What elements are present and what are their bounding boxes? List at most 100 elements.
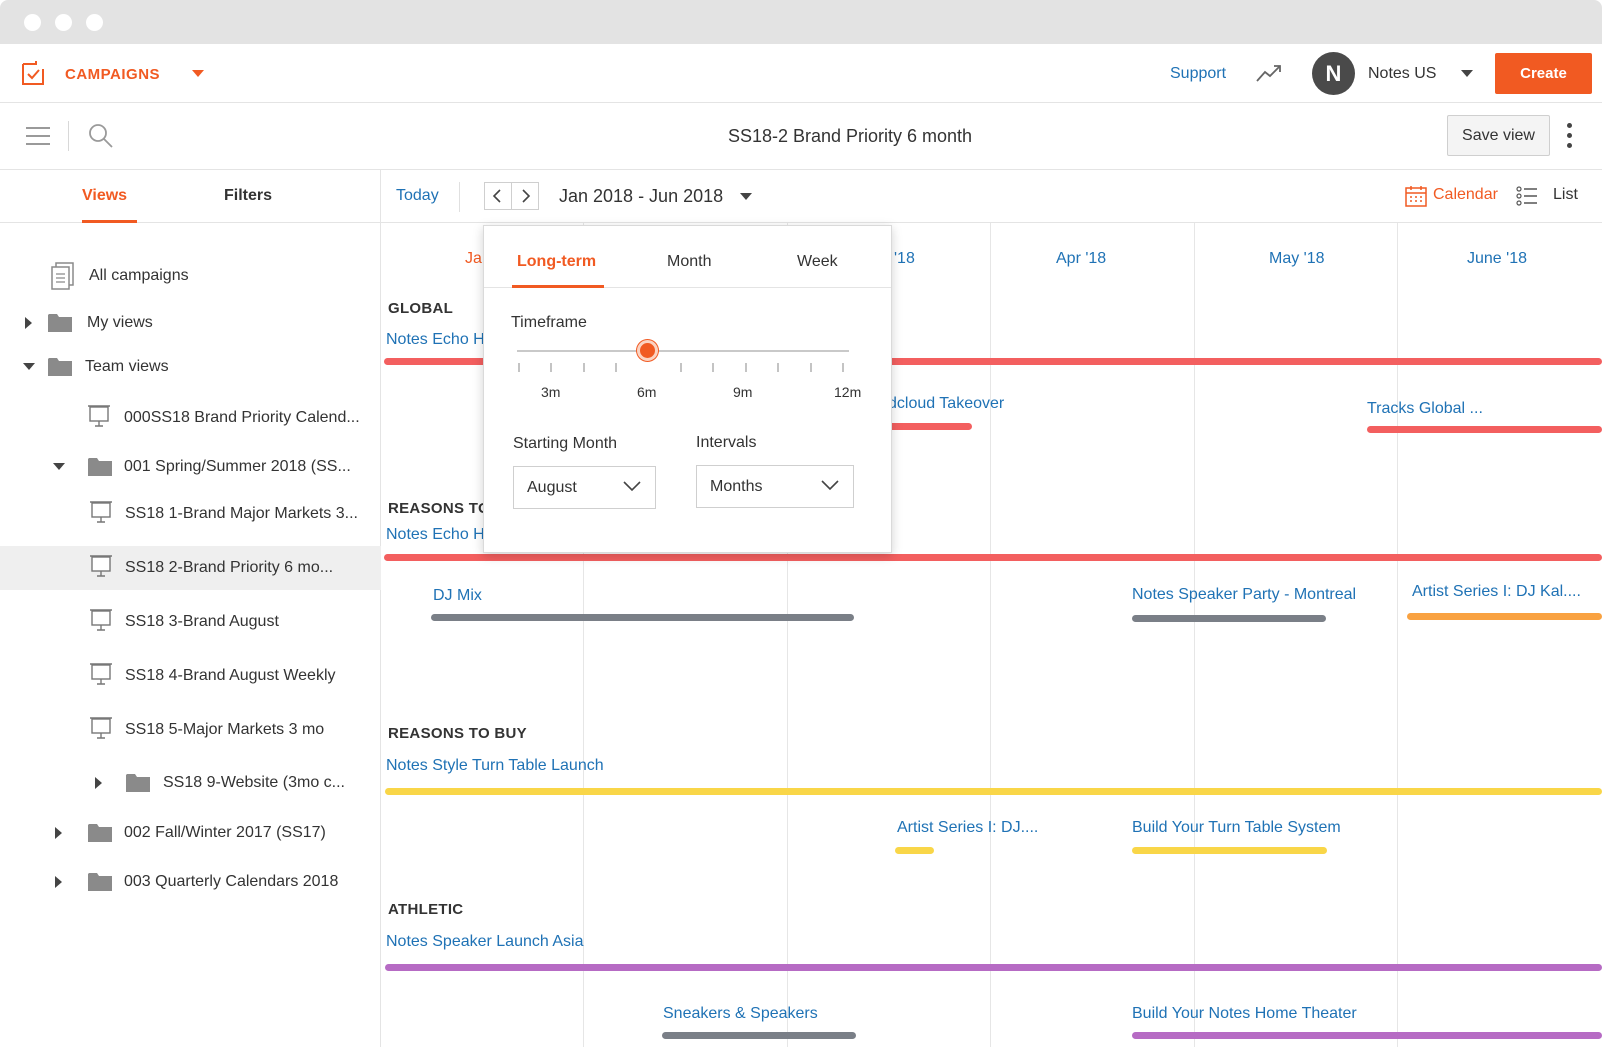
event-bar-home-theater[interactable]	[1132, 1032, 1602, 1039]
window-maximize-dot[interactable]	[86, 14, 103, 31]
month-header-may: May '18	[1269, 250, 1325, 267]
chevron-down-icon	[821, 480, 839, 491]
support-link[interactable]: Support	[1170, 65, 1227, 82]
event-bar-dj-mix[interactable]	[431, 614, 854, 621]
sidebar-item-view[interactable]: SS18 1-Brand Major Markets 3...	[0, 492, 381, 536]
list-icon[interactable]	[1516, 185, 1538, 207]
expand-icon[interactable]	[25, 317, 32, 329]
sidebar-item-all-campaigns[interactable]: All campaigns	[0, 254, 381, 298]
group-title-reasons-to: REASONS TO	[388, 500, 490, 517]
window-minimize-dot[interactable]	[55, 14, 72, 31]
tab-filters[interactable]: Filters	[224, 187, 273, 204]
board-icon	[90, 717, 112, 739]
tab-long-term[interactable]: Long-term	[517, 253, 597, 270]
sidebar-item-team-views[interactable]: Team views	[0, 345, 381, 389]
event-dj-mix[interactable]: DJ Mix	[433, 587, 482, 604]
event-build-turn-table[interactable]: Build Your Turn Table System	[1132, 819, 1341, 836]
sidebar-item-view[interactable]: 000SS18 Brand Priority Calend...	[0, 396, 381, 440]
sidebar-item-label: SS18 3-Brand August	[125, 613, 279, 630]
group-title-global: GLOBAL	[388, 300, 454, 317]
avatar[interactable]: N	[1312, 52, 1355, 95]
timeframe-label: Timeframe	[511, 314, 587, 331]
sidebar-item-view[interactable]: SS18 5-Major Markets 3 mo	[0, 708, 381, 752]
more-options-icon[interactable]	[1567, 123, 1573, 149]
previous-range-button[interactable]	[484, 182, 512, 210]
trend-chart-icon[interactable]	[1255, 62, 1283, 84]
view-title: SS18-2 Brand Priority 6 month	[727, 126, 973, 146]
sidebar-item-view[interactable]: SS18 3-Brand August	[0, 600, 381, 644]
event-bar-tracks-global[interactable]	[1367, 426, 1602, 433]
event-notes-echo-global[interactable]: Notes Echo H	[386, 331, 485, 348]
tick-label-9m: 9m	[733, 384, 753, 400]
event-bar-notes-echo-global[interactable]	[384, 358, 1602, 365]
event-bar-turn-table-launch[interactable]	[385, 788, 1602, 795]
date-range-label[interactable]: Jan 2018 - Jun 2018	[559, 186, 724, 206]
month-gridline	[1194, 223, 1195, 1047]
event-tracks-global[interactable]: Tracks Global ...	[1367, 400, 1483, 417]
intervals-select[interactable]: Months	[696, 465, 854, 508]
event-turn-table-launch[interactable]: Notes Style Turn Table Launch	[386, 757, 604, 774]
event-artist-series-dj[interactable]: Artist Series I: DJ....	[897, 819, 1039, 836]
active-tab-indicator	[512, 285, 604, 288]
save-view-button[interactable]: Save view	[1447, 115, 1550, 156]
list-view-toggle[interactable]: List	[1553, 186, 1578, 203]
sidebar-item-my-views[interactable]: My views	[0, 301, 381, 345]
sidebar-item-view[interactable]: SS18 4-Brand August Weekly	[0, 654, 381, 698]
sidebar-item-folder[interactable]: SS18 9-Website (3mo c...	[0, 761, 381, 805]
event-bar-soundcloud-takeover[interactable]	[888, 423, 972, 430]
starting-month-select[interactable]: August	[513, 466, 656, 509]
event-home-theater[interactable]: Build Your Notes Home Theater	[1132, 1005, 1357, 1022]
collapse-icon[interactable]	[53, 463, 65, 470]
app-switcher-label[interactable]: CAMPAIGNS	[65, 66, 161, 83]
event-bar-artist-series-kal[interactable]	[1407, 613, 1602, 620]
board-icon	[90, 663, 112, 685]
account-caret-icon[interactable]	[1461, 70, 1473, 77]
date-range-caret-icon[interactable]	[740, 193, 752, 200]
expand-icon[interactable]	[55, 876, 62, 888]
create-button[interactable]: Create	[1495, 53, 1592, 94]
event-sneakers-speakers[interactable]: Sneakers & Speakers	[663, 1005, 818, 1022]
top-bar: CAMPAIGNS Support N Notes US Create	[0, 44, 1602, 103]
window-close-dot[interactable]	[24, 14, 41, 31]
event-bar-sneakers-speakers[interactable]	[662, 1032, 856, 1039]
next-range-button[interactable]	[511, 182, 539, 210]
sidebar-item-view-selected[interactable]: SS18 2-Brand Priority 6 mo...	[0, 546, 381, 590]
app-switcher-caret-icon[interactable]	[192, 70, 204, 77]
timeframe-slider-thumb[interactable]	[637, 340, 658, 361]
event-bar-artist-series-dj[interactable]	[895, 847, 934, 854]
search-icon[interactable]	[88, 123, 114, 149]
tab-month[interactable]: Month	[667, 253, 712, 270]
event-soundcloud-takeover[interactable]: dcloud Takeover	[888, 395, 1005, 412]
calendar-icon[interactable]	[1405, 185, 1427, 207]
account-name[interactable]: Notes US	[1368, 65, 1437, 82]
tab-week[interactable]: Week	[797, 253, 838, 270]
sidebar-item-folder[interactable]: 003 Quarterly Calendars 2018	[0, 862, 381, 906]
campaign-check-icon	[22, 61, 44, 85]
slider-tick	[712, 363, 714, 372]
event-speaker-party[interactable]: Notes Speaker Party - Montreal	[1132, 586, 1357, 603]
menu-icon[interactable]	[26, 125, 50, 145]
chevron-left-icon	[492, 189, 501, 203]
collapse-icon[interactable]	[23, 363, 35, 370]
event-bar-speaker-party[interactable]	[1132, 615, 1326, 622]
sidebar-item-label: SS18 4-Brand August Weekly	[125, 667, 336, 684]
tick-label-12m: 12m	[834, 384, 862, 400]
event-bar-build-turn-table[interactable]	[1132, 847, 1327, 854]
event-bar-speaker-launch-asia[interactable]	[385, 964, 1602, 971]
sidebar-item-label: SS18 5-Major Markets 3 mo	[125, 721, 325, 738]
event-speaker-launch-asia[interactable]: Notes Speaker Launch Asia	[386, 933, 584, 950]
sidebar-item-folder[interactable]: 002 Fall/Winter 2017 (SS17)	[0, 813, 381, 857]
event-bar-notes-echo-reasons[interactable]	[384, 554, 1602, 561]
sidebar-item-folder[interactable]: 001 Spring/Summer 2018 (SS...	[0, 447, 381, 491]
calendar-view-toggle[interactable]: Calendar	[1433, 186, 1498, 203]
folder-icon	[48, 358, 72, 376]
sidebar-tabs: Views Filters	[0, 170, 381, 223]
expand-icon[interactable]	[55, 827, 62, 839]
tab-views[interactable]: Views	[82, 187, 128, 204]
today-button[interactable]: Today	[396, 187, 439, 204]
event-notes-echo-reasons[interactable]: Notes Echo H	[386, 526, 485, 543]
timeframe-slider-track[interactable]	[517, 350, 849, 352]
event-artist-series-kal[interactable]: Artist Series I: DJ Kal....	[1412, 583, 1581, 600]
expand-icon[interactable]	[95, 777, 102, 789]
chevron-down-icon	[623, 481, 641, 492]
